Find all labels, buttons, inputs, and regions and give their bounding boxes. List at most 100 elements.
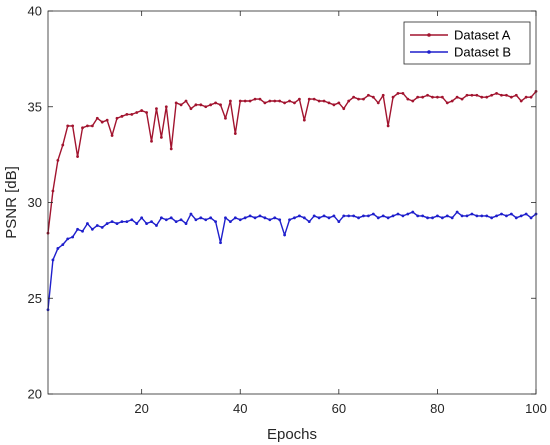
data-point-dataset-b (460, 214, 464, 218)
data-point-dataset-a (312, 97, 316, 101)
data-point-dataset-a (219, 103, 222, 107)
data-point-dataset-a (66, 124, 70, 128)
data-point-dataset-a (233, 132, 237, 135)
data-point-dataset-b (110, 220, 114, 224)
data-point-dataset-b (436, 214, 439, 218)
data-point-dataset-b (490, 216, 494, 220)
y-tick-label: 25 (28, 291, 42, 306)
data-point-dataset-a (332, 103, 336, 107)
data-point-dataset-a (509, 95, 513, 99)
series-layer (46, 90, 538, 312)
data-point-dataset-b (145, 222, 148, 225)
data-point-dataset-a (150, 139, 153, 143)
data-point-dataset-a (327, 101, 331, 105)
legend-label-dataset-a: Dataset A (454, 28, 511, 43)
data-point-dataset-a (268, 99, 272, 103)
x-tick-label: 100 (525, 401, 547, 416)
data-point-dataset-b (495, 214, 498, 218)
data-point-dataset-a (396, 91, 400, 95)
data-point-dataset-a (189, 107, 193, 111)
data-point-dataset-a (455, 95, 459, 99)
data-point-dataset-b (66, 237, 70, 241)
data-point-dataset-a (81, 126, 84, 130)
y-tick-label: 30 (28, 195, 42, 210)
data-point-dataset-a (371, 95, 375, 99)
legend-marker-dataset-b (427, 50, 431, 54)
data-point-dataset-a (495, 91, 498, 95)
data-point-dataset-a (436, 95, 439, 99)
data-point-dataset-a (155, 107, 158, 111)
data-point-dataset-a (386, 124, 390, 128)
data-point-dataset-b (135, 222, 139, 225)
data-point-dataset-b (248, 214, 252, 218)
data-point-dataset-a (357, 97, 360, 101)
data-point-dataset-b (440, 216, 444, 220)
plot-background (48, 11, 536, 394)
data-point-dataset-a (347, 99, 351, 103)
data-point-dataset-b (263, 216, 267, 220)
data-point-dataset-a (243, 99, 247, 103)
data-point-dataset-b (431, 216, 434, 220)
data-point-dataset-a (238, 99, 242, 103)
data-point-dataset-a (105, 118, 109, 122)
data-point-dataset-a (248, 99, 252, 103)
data-point-dataset-a (140, 109, 144, 112)
data-point-dataset-a (228, 99, 232, 103)
data-point-dataset-b (307, 220, 311, 224)
data-point-dataset-b (445, 214, 449, 218)
data-point-dataset-b (278, 218, 282, 222)
data-point-dataset-b (342, 214, 346, 218)
data-point-dataset-b (465, 214, 469, 218)
data-point-dataset-a (391, 95, 395, 99)
data-point-dataset-b (238, 218, 242, 222)
data-point-dataset-b (174, 220, 178, 224)
plot-area (48, 11, 536, 394)
data-point-dataset-a (317, 99, 321, 103)
data-point-dataset-b (194, 218, 198, 222)
data-point-dataset-a (307, 97, 311, 101)
ticks-layer: 20 25 30 35 40 20 40 60 80 100 (28, 4, 547, 417)
data-point-dataset-a (297, 97, 301, 101)
data-point-dataset-b (386, 216, 390, 220)
data-point-dataset-a (376, 101, 380, 105)
data-point-dataset-b (51, 258, 55, 262)
data-point-dataset-a (337, 101, 341, 105)
data-point-dataset-b (519, 214, 523, 218)
data-point-dataset-a (214, 101, 217, 105)
data-point-dataset-b (100, 225, 104, 229)
data-point-dataset-a (288, 99, 291, 103)
data-point-dataset-b (347, 214, 351, 218)
data-point-dataset-b (283, 233, 287, 237)
data-point-dataset-b (150, 220, 153, 224)
data-point-dataset-b (86, 222, 89, 225)
data-point-dataset-b (509, 212, 513, 216)
data-point-dataset-b (169, 216, 173, 220)
x-tick-label: 80 (430, 401, 444, 416)
data-point-dataset-a (135, 111, 139, 114)
data-point-dataset-b (514, 216, 518, 220)
data-point-dataset-a (159, 135, 163, 139)
data-point-dataset-b (155, 224, 158, 227)
data-point-dataset-b (524, 212, 528, 216)
data-point-dataset-b (164, 218, 168, 222)
y-tick-label: 35 (28, 99, 42, 114)
data-point-dataset-b (455, 210, 459, 214)
data-point-dataset-b (209, 216, 213, 220)
data-point-dataset-a (204, 105, 208, 109)
data-point-dataset-a (470, 93, 474, 97)
data-point-dataset-a (95, 116, 99, 120)
data-point-dataset-b (500, 212, 503, 216)
data-point-dataset-b (199, 216, 203, 220)
legend: Dataset A Dataset B (403, 21, 531, 65)
data-point-dataset-a (445, 101, 449, 105)
data-point-dataset-a (514, 93, 518, 97)
data-point-dataset-a (322, 99, 326, 103)
data-point-dataset-a (490, 93, 494, 97)
data-point-dataset-a (465, 93, 469, 97)
data-point-dataset-a (209, 103, 213, 107)
data-point-dataset-a (293, 101, 296, 105)
data-point-dataset-a (194, 103, 198, 107)
data-point-dataset-b (485, 214, 489, 218)
